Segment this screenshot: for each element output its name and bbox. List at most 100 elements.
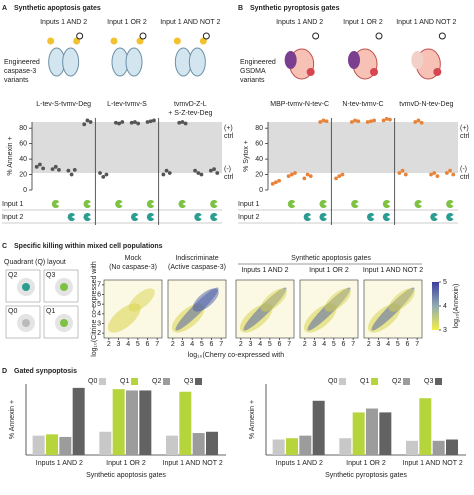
marker-icon [76,32,84,40]
replicate-dot [451,172,456,177]
y-tick-label: 80 [255,125,263,132]
y-axis-label: % Annexin + [7,136,14,175]
replicate-dot [177,120,182,125]
x-tick-label: 7 [155,341,159,348]
y-axis-label: % Annexin + [9,400,16,439]
y-tick-label: 40 [19,156,27,163]
construct-family-label: variants [4,77,29,84]
x-tick-label: 5 [332,341,336,348]
input-icon [83,200,91,208]
x-tick-label: Input 1 AND NOT 2 [403,460,463,467]
x-tick-label: 4 [258,341,262,348]
replicate-dot [113,120,118,125]
colorbar-tick-label: 5 [443,279,447,286]
gate-header: Input 1 AND NOT 2 [396,19,456,26]
replicate-dot [289,172,294,177]
x-tick-label: 6 [146,341,150,348]
protein-icon [62,47,80,77]
replicate-dot [117,121,121,126]
x-tick-label: 2 [239,341,243,348]
replicate-dot [120,120,125,124]
protein-icon [188,47,206,77]
marker-icon [312,32,320,40]
control-label: (+) [460,125,469,132]
input-icon [430,212,438,221]
x-tick-label: 2 [367,341,371,348]
construct-family-label: Engineered [4,59,40,66]
x-tick-label: 5 [396,341,400,348]
legend-label: Q3 [424,378,433,385]
plot-title: Inputs 1 AND 2 [241,267,288,274]
density-cloud [128,288,155,312]
construct-family-label: Engineered [240,59,276,66]
bar [339,438,352,455]
density-cloud [388,288,415,312]
x-axis-title: Synthetic apoptosis gates [86,472,166,479]
bar [419,398,432,455]
x-tick-label: 2 [303,341,307,348]
input-icon [446,212,454,221]
construct-label: N-tev-tvmv-C [342,101,383,108]
panel-letter: A [2,5,7,12]
control-label: (-) [224,166,231,173]
replicate-dot [435,174,440,178]
gate-header: Inputs 1 AND 2 [40,19,87,26]
replicate-dot [164,168,169,173]
x-tick-label: 7 [415,341,419,348]
x-tick-label: 2 [107,341,111,348]
replicate-dot [82,122,87,127]
cell-icon [60,283,68,291]
construct-family-label: variants [240,77,265,84]
plot-title: (Active caspase-3) [168,264,226,271]
control-label: (+) [224,125,233,132]
input-icon [146,200,155,208]
input-icon [194,213,202,221]
replicate-dot [57,168,61,172]
x-tick-label: 5 [200,341,204,348]
panel-title: Synthetic pyroptosis gates [250,5,340,12]
colorbar-tick-label: 3 [443,327,447,334]
replicate-dot [145,120,150,124]
gate-header: Inputs 1 AND 2 [276,19,323,26]
marker-icon [438,32,446,40]
input-icon [319,212,327,221]
x-tick-label: Inputs 1 AND 2 [276,460,323,467]
panel-title: Synthetic apoptosis gates [14,5,101,12]
construct-label: MBP-tvmv-N-tev-C [270,101,329,108]
replicate-dot [133,120,137,124]
construct-label: + S-Z-tev-Deg [168,110,212,117]
protein-icon [348,51,360,69]
replicate-dot [129,120,134,125]
replicate-dot [34,164,39,169]
legend-swatch [163,378,170,385]
replicate-dot [270,181,275,186]
bar [432,440,445,455]
y-tick-label: 20 [255,171,263,178]
replicate-dot [41,166,46,171]
replicate-dot [381,118,386,123]
plot-title: Input 1 OR 2 [309,267,349,274]
x-tick-label: 4 [190,341,194,348]
replicate-dot [104,172,109,177]
input-icon [287,200,296,208]
y-tick-label: 0 [259,187,263,194]
x-tick-label: 2 [171,341,175,348]
bar [312,400,325,455]
x-tick-label: 6 [278,341,282,348]
input-row-label: Input 2 [238,214,260,221]
legend-swatch [99,378,106,385]
legend-label: Q3 [184,378,193,385]
replicate-dot [302,176,307,181]
cell-icon [22,283,30,291]
replicate-dot [183,121,188,126]
x-tick-label: 3 [249,341,253,348]
replicate-dot [293,171,297,175]
panel-title: Specific killing within mixed cell popul… [14,243,163,250]
replicate-dot [419,120,424,125]
input-icon [382,212,391,221]
legend-label: Q0 [88,378,97,385]
replicate-dot [85,118,90,123]
x-tick-label: 7 [351,341,355,348]
x-axis-title: log₁₀(Cherry co-expressed with [188,352,284,359]
